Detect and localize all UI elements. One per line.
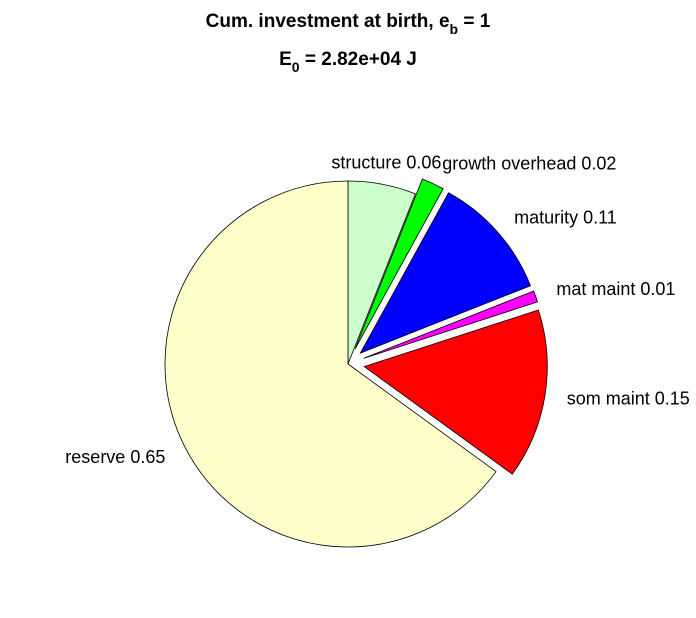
subtitle-sub: 0	[292, 59, 300, 75]
slice-label: reserve 0.65	[65, 447, 165, 467]
slice-value: 0.15	[655, 389, 690, 409]
slice-category: structure	[331, 153, 401, 173]
slice-category: reserve	[65, 447, 125, 467]
slice-label: growth overhead 0.02	[442, 154, 616, 174]
slice-category: maturity	[514, 208, 578, 228]
slice-value: 0.02	[581, 154, 616, 174]
slice-label: som maint 0.15	[567, 389, 690, 409]
slice-value: 0.11	[583, 208, 617, 228]
subtitle-after: = 2.82e+04 J	[300, 49, 417, 70]
slice-label: maturity 0.11	[514, 208, 617, 228]
pie-slice	[164, 180, 497, 548]
pie-slice	[363, 290, 539, 359]
slice-category: som maint	[567, 389, 650, 409]
slice-value: 0.65	[130, 447, 165, 467]
title-text: Cum. investment at birth, e	[206, 11, 450, 32]
slice-value: 0.06	[406, 153, 441, 173]
slice-label: mat maint 0.01	[556, 279, 675, 299]
chart-title: Cum. investment at birth, eb = 1	[206, 11, 491, 37]
pie-slice	[359, 192, 532, 354]
pie-slice	[354, 178, 444, 350]
slice-label: structure 0.06	[331, 153, 441, 173]
slice-value: 0.01	[640, 279, 675, 299]
title-after: = 1	[458, 11, 491, 32]
title-sub: b	[450, 21, 459, 37]
pie-slice	[363, 309, 548, 475]
subtitle-text: E	[279, 49, 292, 70]
slice-category: mat maint	[556, 279, 635, 299]
slice-category: growth overhead	[442, 154, 576, 174]
chart-subtitle: E0 = 2.82e+04 J	[279, 49, 417, 75]
